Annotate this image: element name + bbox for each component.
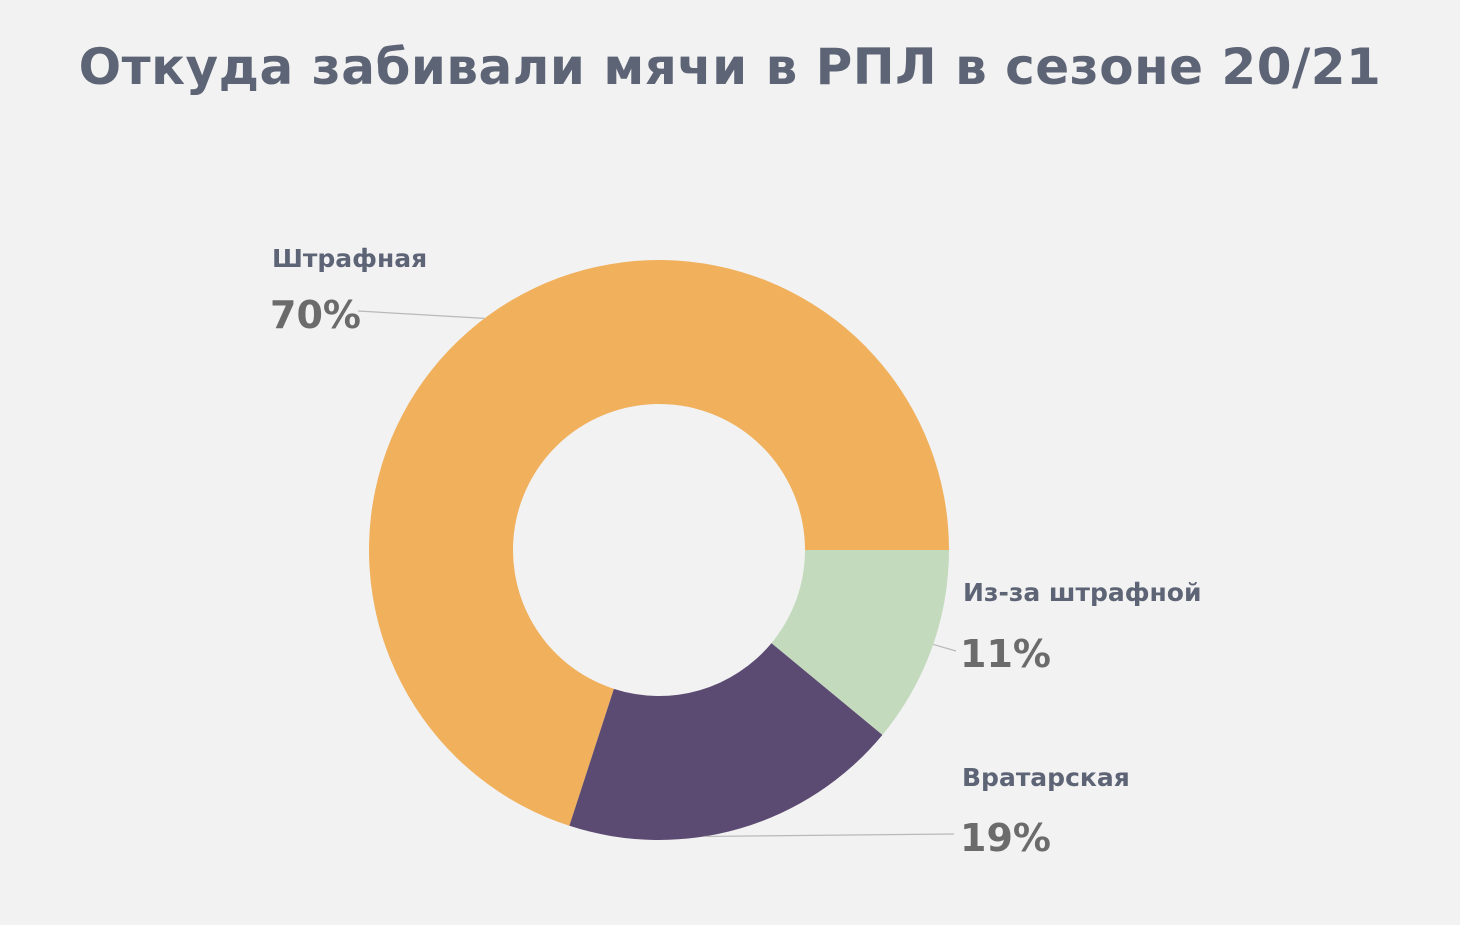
leader-line-1 (357, 310, 485, 319)
slice-label-3: Из-за штрафной (963, 578, 1202, 607)
slice-value-1: 70% (270, 293, 361, 337)
donut-slice-3 (771, 550, 949, 735)
slice-value-2: 19% (960, 816, 1051, 860)
leader-line-2 (704, 833, 955, 838)
leader-line-3 (933, 643, 957, 652)
slice-value-3: 11% (960, 632, 1051, 676)
slice-label-1: Штрафная (272, 244, 427, 273)
donut-slice-1 (368, 260, 949, 826)
slices-layer (368, 260, 949, 841)
labels-layer: Штрафная 70% Вратарская 19% Из-за штрафной 11… (270, 244, 1202, 860)
chart-title: Откуда забивали мячи в РПЛ в сезоне 20/2… (78, 38, 1382, 96)
slice-label-2: Вратарская (962, 763, 1130, 792)
donut-slice-2 (569, 643, 883, 841)
leaders-layer (357, 310, 957, 838)
